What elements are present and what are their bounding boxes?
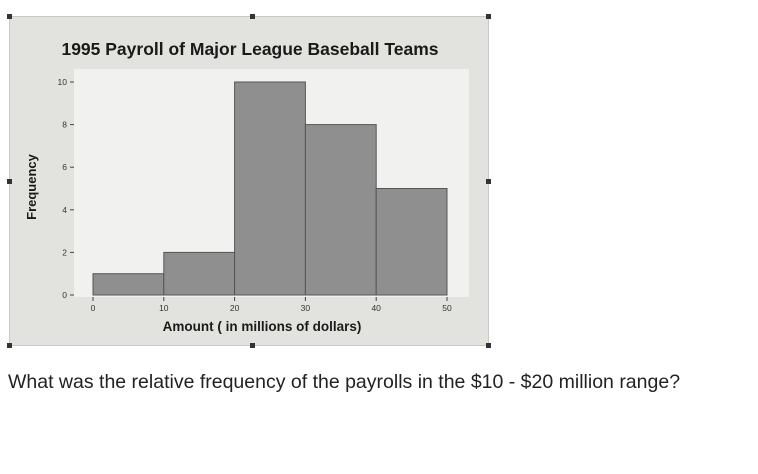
x-tick-label: 40	[371, 303, 381, 313]
chart-title: 1995 Payroll of Major League Baseball Te…	[61, 39, 438, 59]
y-tick-label: 2	[62, 247, 67, 257]
x-tick-label: 20	[230, 303, 240, 313]
y-tick-label: 8	[62, 120, 67, 130]
resize-handle-bottom-left[interactable]	[7, 343, 12, 348]
chart-figure: 1995 Payroll of Major League Baseball Te…	[7, 14, 491, 348]
histogram-bar	[375, 188, 448, 296]
resize-handle-top-right[interactable]	[486, 14, 491, 19]
question-text: What was the relative frequency of the p…	[8, 371, 681, 393]
resize-handle-bottom[interactable]	[250, 343, 255, 348]
histogram-bar	[234, 81, 306, 296]
histogram-bar	[304, 124, 377, 296]
x-tick-label: 50	[442, 303, 452, 313]
y-tick-label: 10	[58, 77, 68, 87]
resize-handle-left[interactable]	[7, 179, 12, 184]
x-tick-label: 30	[301, 303, 311, 313]
x-tick-label: 10	[159, 303, 169, 313]
y-tick-label: 6	[62, 162, 67, 172]
resize-handle-right[interactable]	[486, 179, 491, 184]
x-axis-label: Amount ( in millions of dollars)	[163, 319, 362, 334]
resize-handle-bottom-right[interactable]	[486, 343, 491, 348]
y-tick-label: 4	[62, 205, 67, 215]
histogram-bar	[163, 251, 236, 296]
bars-group	[92, 81, 448, 296]
resize-handle-top-left[interactable]	[7, 14, 12, 19]
axes-group: 0 2 4 6 8 10 0 10 20 30 40 50	[58, 77, 452, 313]
histogram-bar	[92, 273, 165, 296]
x-tick-label: 0	[91, 303, 96, 313]
y-tick-label: 0	[62, 290, 67, 300]
histogram-chart: 1995 Payroll of Major League Baseball Te…	[24, 39, 469, 334]
resize-handle-top[interactable]	[250, 14, 255, 19]
y-axis-label: Frequency	[24, 153, 39, 220]
